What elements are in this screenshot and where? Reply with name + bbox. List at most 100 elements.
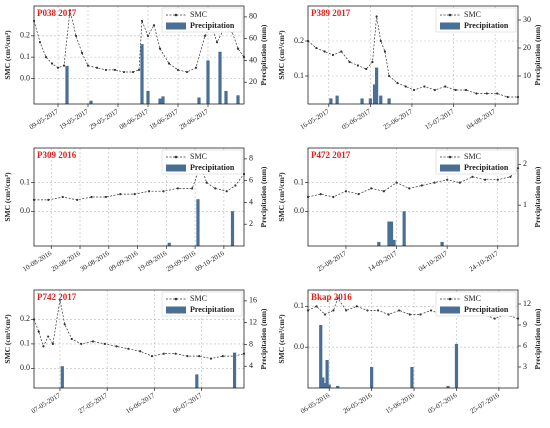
bar bbox=[360, 98, 364, 104]
x-tick-label: 27-05-2017 bbox=[77, 391, 109, 415]
y2-tick-label: 60 bbox=[249, 33, 257, 42]
legend-swatch bbox=[440, 22, 460, 30]
smc-point bbox=[44, 56, 48, 59]
smc-point bbox=[323, 313, 327, 316]
x-tick-label: 20-08-2016 bbox=[50, 249, 82, 273]
legend-label: Precipitation bbox=[190, 305, 235, 314]
y2-tick-label: 3 bbox=[523, 362, 527, 371]
smc-point bbox=[191, 187, 194, 190]
legend-label: Precipitation bbox=[190, 163, 235, 172]
y-tick-label: 0.1 bbox=[20, 177, 30, 186]
smc-point bbox=[379, 39, 382, 43]
y-tick-label: 0.0 bbox=[294, 342, 304, 351]
y-tick-label: 0.1 bbox=[294, 301, 304, 310]
y2-tick-label: 6 bbox=[523, 341, 527, 350]
y2-axis-label: Precipitation (mm) bbox=[259, 308, 268, 369]
bar bbox=[196, 199, 200, 246]
legend-swatch bbox=[448, 155, 452, 159]
x-tick-label: 15-06-2016 bbox=[384, 391, 416, 415]
smc-point bbox=[234, 184, 237, 187]
smc-point bbox=[348, 60, 351, 64]
smc-point bbox=[370, 187, 373, 190]
smc-point bbox=[493, 317, 496, 320]
smc-point bbox=[70, 337, 73, 341]
x-tick-label: 09-09-2016 bbox=[108, 249, 140, 273]
smc-line bbox=[34, 164, 245, 201]
smc-point bbox=[38, 41, 42, 44]
smc-point bbox=[496, 178, 499, 181]
smc-point bbox=[90, 195, 93, 199]
smc-point bbox=[63, 323, 66, 326]
smc-point bbox=[140, 19, 144, 23]
x-tick-label: 25-06-2017 bbox=[382, 107, 414, 131]
smc-point bbox=[185, 70, 189, 74]
smc-point bbox=[47, 335, 50, 338]
bar bbox=[321, 377, 325, 388]
bar bbox=[379, 95, 383, 104]
y-tick-label: 0.1 bbox=[294, 177, 304, 186]
panel-title: P389 2017 bbox=[311, 8, 351, 18]
smc-point bbox=[395, 181, 398, 184]
smc-point bbox=[464, 88, 468, 92]
x-tick-label: 25-07-2016 bbox=[469, 391, 501, 415]
smc-point bbox=[236, 47, 240, 50]
smc-point bbox=[356, 64, 360, 67]
smc-point bbox=[429, 309, 433, 312]
bar bbox=[387, 221, 391, 246]
smc-point bbox=[176, 68, 180, 72]
y-tick-label: 0.0 bbox=[20, 363, 30, 372]
panel: 25-08-2017 14-09-2017 04-10-2017 24-10-2017… bbox=[277, 147, 542, 273]
smc-point bbox=[331, 53, 335, 57]
legend-swatch bbox=[448, 297, 452, 301]
smc-point bbox=[80, 51, 84, 54]
bar bbox=[368, 98, 372, 104]
x-tick-label: 05-06-2017 bbox=[340, 107, 372, 131]
panel-title: P742 2017 bbox=[37, 292, 77, 302]
smc-point bbox=[76, 198, 79, 201]
legend-swatch bbox=[166, 22, 186, 30]
smc-point bbox=[103, 342, 106, 345]
smc-point bbox=[444, 85, 447, 88]
bar bbox=[377, 241, 381, 246]
panel-title: P038 2017 bbox=[37, 8, 77, 18]
smc-point bbox=[162, 352, 165, 355]
y2-axis-label: Precipitation (mm) bbox=[533, 166, 542, 227]
smc-point bbox=[365, 67, 368, 71]
bar bbox=[446, 385, 450, 388]
smc-point bbox=[127, 347, 130, 350]
bar bbox=[230, 211, 235, 246]
smc-point bbox=[509, 175, 512, 178]
bar bbox=[218, 51, 222, 104]
smc-line bbox=[307, 16, 518, 98]
panel: 07-05-2017 27-05-2017 16-06-2017 06-07-2017… bbox=[3, 289, 268, 415]
smc-point bbox=[420, 184, 423, 187]
panel: 09-05-201719-05-201729-05-201708-06-2017… bbox=[3, 5, 268, 131]
y-tick-label: 0.1 bbox=[294, 71, 304, 80]
smc-point bbox=[113, 68, 117, 72]
smc-point bbox=[95, 66, 99, 69]
y2-axis-label: Precipitation (mm) bbox=[259, 166, 268, 227]
bar bbox=[387, 98, 391, 104]
bar bbox=[323, 383, 327, 388]
smc-point bbox=[485, 92, 488, 95]
y2-tick-label: 40 bbox=[249, 55, 257, 64]
y-tick-label: 0.0 bbox=[20, 206, 30, 215]
smc-point bbox=[433, 181, 436, 184]
y2-tick-label: 30 bbox=[523, 15, 531, 24]
bar bbox=[329, 98, 333, 104]
bar bbox=[440, 241, 444, 246]
smc-point bbox=[471, 175, 474, 178]
smc-point bbox=[357, 193, 360, 196]
plot-frame bbox=[33, 147, 245, 247]
smc-point bbox=[419, 313, 422, 316]
y2-tick-label: 8 bbox=[249, 154, 253, 163]
smc-point bbox=[221, 355, 224, 358]
y2-tick-label: 4 bbox=[249, 361, 253, 370]
legend-label: Precipitation bbox=[464, 305, 509, 314]
x-tick-label: 04-10-2017 bbox=[417, 249, 449, 273]
smc-point bbox=[408, 187, 411, 190]
smc-point bbox=[446, 178, 449, 181]
legend-swatch bbox=[166, 164, 186, 172]
x-tick-label: 26-05-2016 bbox=[342, 391, 374, 415]
smc-point bbox=[454, 88, 457, 92]
